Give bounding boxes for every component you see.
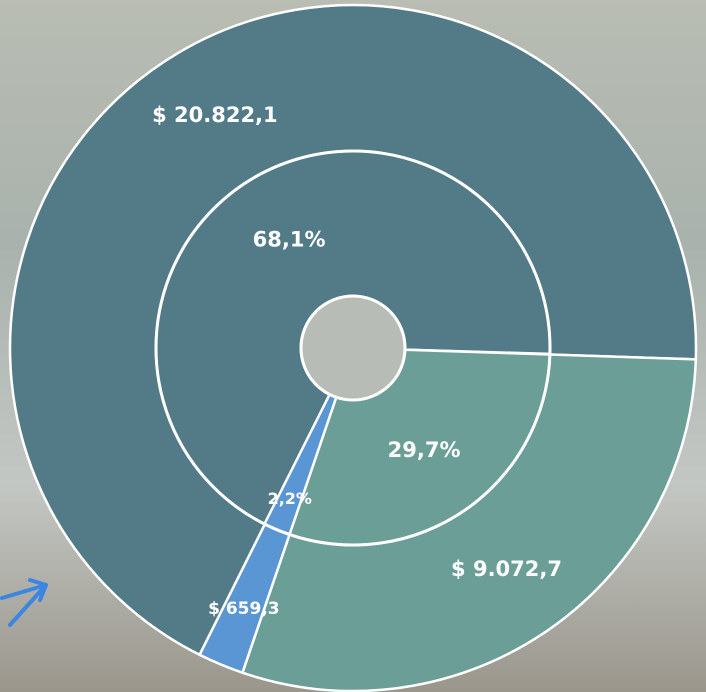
- percent-label: 68,1%: [253, 228, 326, 252]
- value-label: $ 9.072,7: [451, 557, 562, 581]
- hole-border: [299, 294, 407, 402]
- value-label: $ 20.822,1: [152, 103, 278, 127]
- percent-label: 2,2%: [268, 489, 312, 508]
- value-label: $ 659,3: [208, 599, 280, 619]
- percent-label: 29,7%: [388, 438, 461, 462]
- arrow-icon: [0, 578, 48, 627]
- donut: $ 20.822,1 68,1% $ 9.072,7 29,7% $ 659,3 2,2%: [8, 3, 698, 692]
- ring-divider: [154, 149, 552, 547]
